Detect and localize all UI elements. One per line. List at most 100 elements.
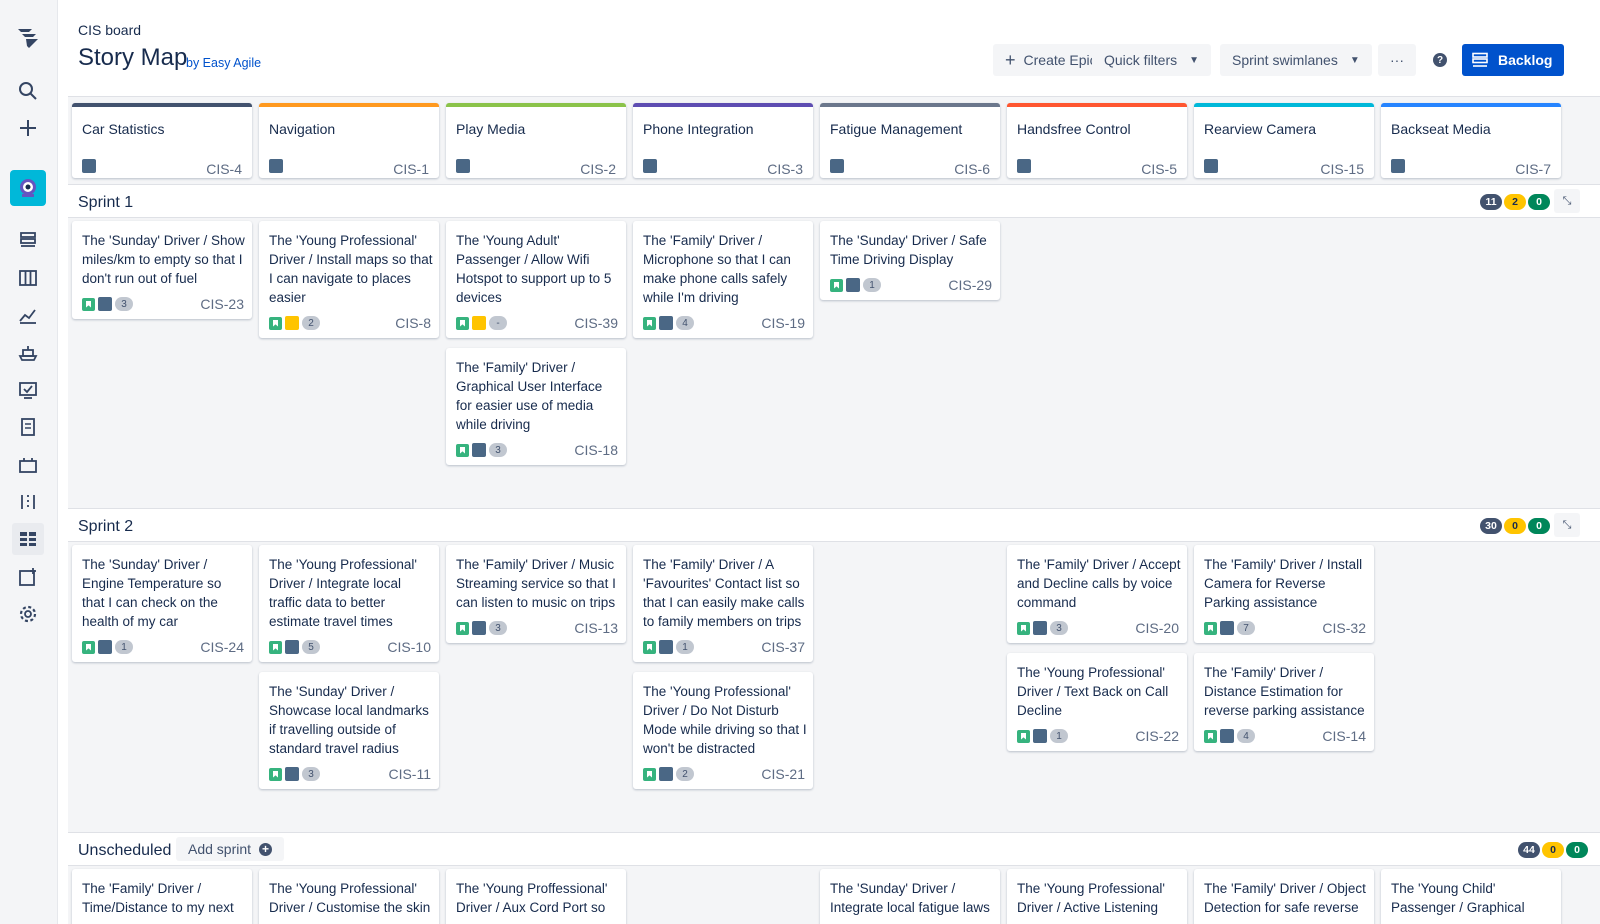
story-card[interactable]: The 'Family' Driver / Music Streaming se… — [446, 545, 626, 643]
add-circle-icon: + — [259, 842, 273, 856]
story-card[interactable]: The 'Young Professional' Driver / Integr… — [259, 545, 439, 662]
search-icon[interactable] — [12, 75, 44, 107]
story-type-icon — [269, 316, 282, 330]
done-count-badge: 0 — [1528, 194, 1550, 210]
epic-key[interactable]: CIS-4 — [206, 161, 242, 177]
card-key[interactable]: CIS-29 — [948, 277, 992, 293]
card-key[interactable]: CIS-18 — [574, 442, 618, 458]
story-card[interactable]: The 'Sunday' Driver / Showcase local lan… — [259, 672, 439, 789]
card-key[interactable]: CIS-37 — [761, 639, 805, 655]
card-key[interactable]: CIS-10 — [387, 639, 431, 655]
story-card[interactable]: The 'Family' Driver / Microphone so that… — [633, 221, 813, 338]
epic-card[interactable]: Handsfree Control CIS-5 — [1007, 103, 1187, 178]
epic-card[interactable]: Play Media CIS-2 — [446, 103, 626, 178]
epic-key[interactable]: CIS-3 — [767, 161, 803, 177]
card-key[interactable]: CIS-23 — [200, 296, 244, 312]
story-card[interactable]: The 'Family' Driver / Time/Distance to m… — [72, 869, 252, 924]
story-map-icon[interactable] — [12, 523, 44, 555]
pages-icon[interactable] — [12, 411, 44, 443]
project-avatar-icon[interactable] — [10, 170, 46, 206]
add-item-icon[interactable] — [12, 561, 44, 593]
sprints-dotted-icon[interactable] — [12, 486, 44, 518]
collapse-icon[interactable]: ⤡ — [1554, 189, 1580, 213]
create-epic-button[interactable]: + Create Epic — [993, 44, 1109, 76]
settings-icon[interactable] — [12, 598, 44, 630]
card-key[interactable]: CIS-22 — [1135, 728, 1179, 744]
add-sprint-button[interactable]: Add sprint + — [176, 837, 285, 861]
backlog-icon[interactable] — [12, 224, 44, 256]
epic-card[interactable]: Rearview Camera CIS-15 — [1194, 103, 1374, 178]
epic-card[interactable]: Fatigue Management CIS-6 — [820, 103, 1000, 178]
epic-key[interactable]: CIS-1 — [393, 161, 429, 177]
story-card[interactable]: The 'Young Adult' Passenger / Allow Wifi… — [446, 221, 626, 338]
collapse-icon[interactable]: ⤡ — [1554, 513, 1580, 537]
story-card[interactable]: The 'Young Professional' Driver / Active… — [1007, 869, 1187, 924]
epic-color-icon — [472, 443, 486, 457]
story-card[interactable]: The 'Young Professional' Driver / Text B… — [1007, 653, 1187, 751]
more-actions-button[interactable]: ··· — [1378, 44, 1416, 76]
board-icon[interactable] — [12, 262, 44, 294]
card-meta: 3 — [456, 621, 507, 635]
card-key[interactable]: CIS-21 — [761, 766, 805, 782]
plus-icon: + — [1005, 49, 1016, 70]
swimlane-header-sprint-2[interactable]: Sprint 2 30 0 0 ⤡ — [68, 508, 1600, 542]
story-card[interactable]: The 'Family' Driver / Install Camera for… — [1194, 545, 1374, 643]
card-meta: 1 — [830, 278, 881, 292]
story-type-icon — [82, 640, 95, 654]
card-key[interactable]: CIS-14 — [1322, 728, 1366, 744]
story-card[interactable]: The 'Sunday' Driver / Engine Temperature… — [72, 545, 252, 662]
epic-card[interactable]: Car Statistics CIS-4 — [72, 103, 252, 178]
epic-key[interactable]: CIS-15 — [1320, 161, 1364, 177]
card-key[interactable]: CIS-39 — [574, 315, 618, 331]
card-key[interactable]: CIS-11 — [388, 766, 431, 782]
components-icon[interactable] — [12, 374, 44, 406]
epic-card[interactable]: Backseat Media CIS-7 — [1381, 103, 1561, 178]
story-card[interactable]: The 'Sunday' Driver / Integrate local fa… — [820, 869, 1000, 924]
story-type-icon — [643, 316, 656, 330]
card-key[interactable]: CIS-19 — [761, 315, 805, 331]
story-card[interactable]: The 'Family' Driver / Accept and Decline… — [1007, 545, 1187, 643]
story-card[interactable]: The 'Family' Driver / Distance Estimatio… — [1194, 653, 1374, 751]
story-type-icon — [82, 297, 95, 311]
sprint-swimlanes-label: Sprint swimlanes — [1232, 52, 1338, 68]
story-card[interactable]: The 'Family' Driver / Graphical User Int… — [446, 348, 626, 465]
sprint-swimlanes-dropdown[interactable]: Sprint swimlanes ▼ — [1220, 44, 1372, 76]
card-key[interactable]: CIS-24 — [200, 639, 244, 655]
story-card[interactable]: The 'Young Child' Passenger / Graphical — [1381, 869, 1561, 924]
breadcrumb[interactable]: CIS board — [78, 22, 142, 38]
global-sidebar — [0, 0, 58, 924]
card-key[interactable]: CIS-32 — [1322, 620, 1366, 636]
story-card[interactable]: The 'Sunday' Driver / Show miles/km to e… — [72, 221, 252, 319]
epic-key[interactable]: CIS-7 — [1515, 161, 1551, 177]
story-card[interactable]: The 'Young Professional' Driver / Custom… — [259, 869, 439, 924]
card-key[interactable]: CIS-13 — [574, 620, 618, 636]
card-summary: The 'Sunday' Driver / Safe Time Driving … — [830, 233, 987, 267]
epic-name: Phone Integration — [643, 121, 754, 137]
epic-key[interactable]: CIS-5 — [1141, 161, 1177, 177]
story-type-icon — [1017, 729, 1030, 743]
story-card[interactable]: The 'Family' Driver / Object Detection f… — [1194, 869, 1374, 924]
swimlane-header-unscheduled[interactable]: Unscheduled Add sprint + 44 0 0 — [68, 832, 1600, 866]
releases-icon[interactable] — [12, 337, 44, 369]
card-key[interactable]: CIS-20 — [1135, 620, 1179, 636]
story-card[interactable]: The 'Family' Driver / A 'Favourites' Con… — [633, 545, 813, 662]
epic-card[interactable]: Navigation CIS-1 — [259, 103, 439, 178]
easy-agile-link[interactable]: by Easy Agile — [186, 56, 262, 70]
story-card[interactable]: The 'Young Professional' Driver / Instal… — [259, 221, 439, 338]
help-button[interactable]: ? — [1423, 44, 1457, 76]
epic-key[interactable]: CIS-6 — [954, 161, 990, 177]
shortcuts-icon[interactable] — [12, 449, 44, 481]
epic-key[interactable]: CIS-2 — [580, 161, 616, 177]
create-plus-icon[interactable] — [12, 112, 44, 144]
card-key[interactable]: CIS-8 — [395, 315, 431, 331]
story-card[interactable]: The 'Sunday' Driver / Safe Time Driving … — [820, 221, 1000, 300]
backlog-button[interactable]: Backlog — [1462, 44, 1564, 76]
story-card[interactable]: The 'Young Proffessional' Driver / Aux C… — [446, 869, 626, 924]
jira-logo-icon[interactable] — [12, 22, 44, 54]
quick-filters-dropdown[interactable]: Quick filters ▼ — [1092, 44, 1212, 76]
story-card[interactable]: The 'Young Professional' Driver / Do Not… — [633, 672, 813, 789]
reports-icon[interactable] — [12, 299, 44, 331]
swimlane-header-sprint-1[interactable]: Sprint 1 11 2 0 ⤡ — [68, 184, 1600, 218]
epic-color-icon — [846, 278, 860, 292]
epic-card[interactable]: Phone Integration CIS-3 — [633, 103, 813, 178]
